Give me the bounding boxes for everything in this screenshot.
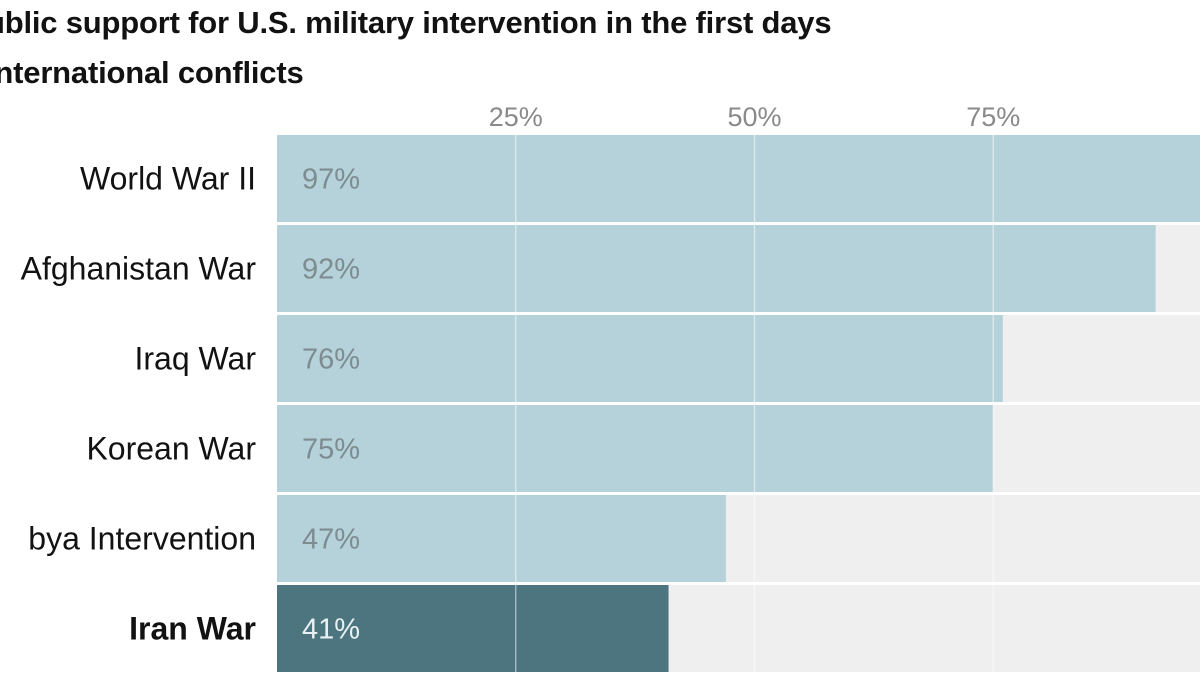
bar-afghanistan-war	[277, 225, 1156, 312]
category-label-bya-intervention: bya Intervention	[28, 521, 256, 557]
category-label-iran-war: Iran War	[129, 611, 256, 647]
x-tick-label-50: 50%	[727, 102, 781, 132]
bar-iran-war	[277, 585, 669, 672]
x-tick-label-25: 25%	[489, 102, 543, 132]
bar-world-war-ii	[277, 135, 1200, 222]
bar-korean-war	[277, 405, 994, 492]
bar-iraq-war	[277, 315, 1003, 402]
value-label-afghanistan-war: 92%	[302, 254, 360, 286]
chart-title-line-2: international conflicts	[0, 55, 304, 90]
chart-title-line-1: ublic support for U.S. military interven…	[0, 5, 832, 40]
value-label-world-war-ii: 97%	[302, 164, 360, 196]
value-label-iraq-war: 76%	[302, 344, 360, 376]
x-tick-label-75: 75%	[966, 102, 1020, 132]
category-label-korean-war: Korean War	[86, 431, 256, 467]
category-label-afghanistan-war: Afghanistan War	[21, 251, 257, 287]
value-label-bya-intervention: 47%	[302, 524, 360, 556]
value-label-korean-war: 75%	[302, 434, 360, 466]
value-label-iran-war: 41%	[302, 614, 360, 646]
category-label-iraq-war: Iraq War	[135, 341, 257, 377]
bar-bya-intervention	[277, 495, 726, 582]
category-label-world-war-ii: World War II	[80, 161, 256, 197]
